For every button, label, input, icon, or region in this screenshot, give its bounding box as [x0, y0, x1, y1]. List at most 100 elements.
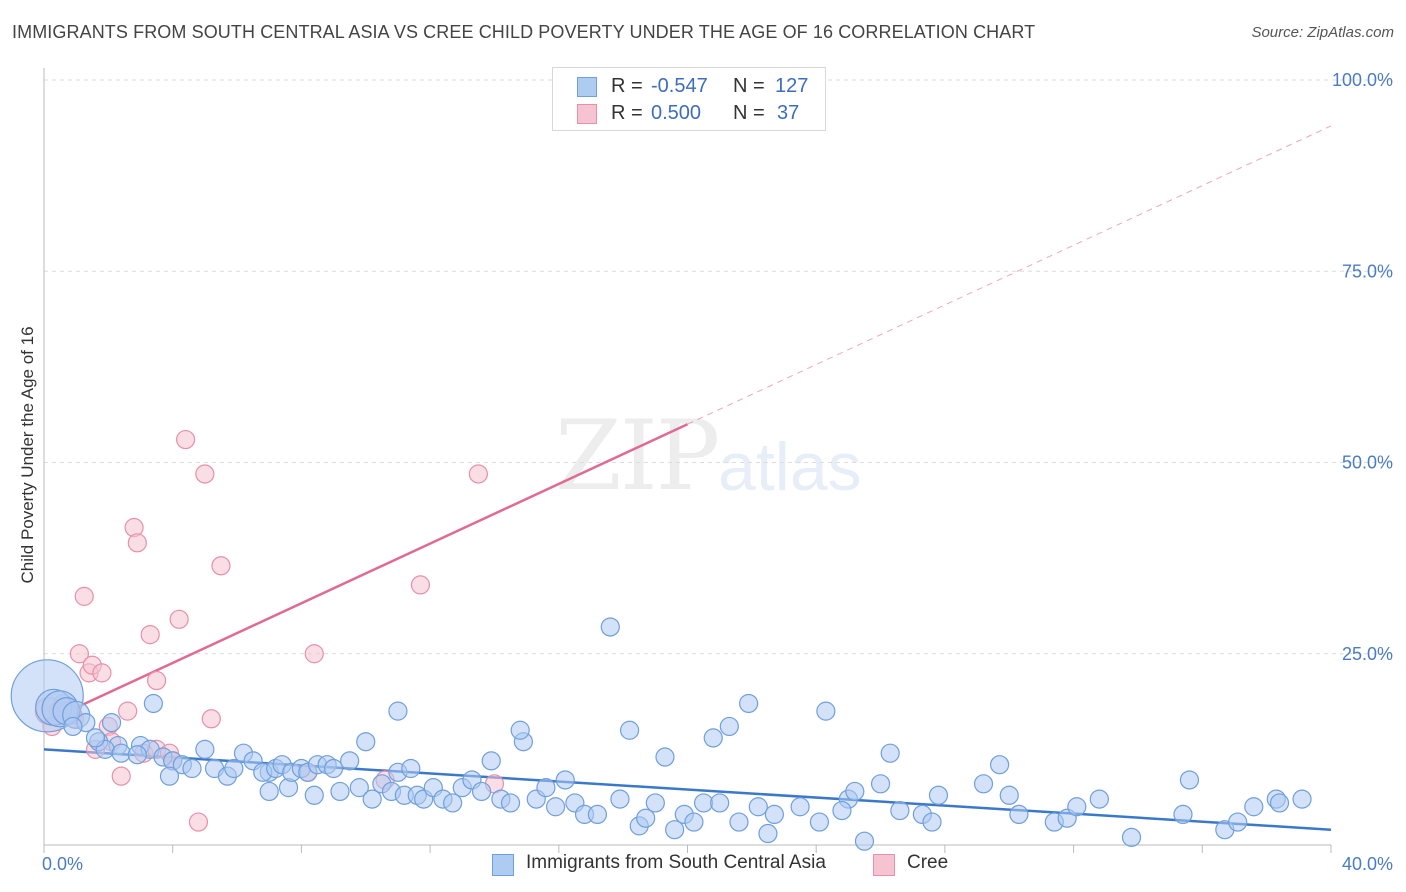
tick-labels: 25.0% 50.0% 75.0% 100.0% 0.0% 40.0%: [42, 70, 1393, 874]
data-point: [1009, 804, 1029, 825]
gridlines: [44, 79, 1394, 655]
data-point: [118, 701, 138, 721]
data-point: [764, 804, 784, 825]
data-point: [555, 770, 575, 790]
data-point: [201, 709, 221, 729]
data-point: [655, 747, 675, 767]
y-tick-label: 50.0%: [1342, 453, 1393, 473]
data-point: [999, 785, 1019, 805]
data-point: [600, 617, 620, 637]
stats-row-blue: R = -0.547 N = 127: [553, 73, 825, 101]
data-point: [719, 716, 739, 737]
data-point: [147, 670, 167, 691]
trend-line-cree: [43, 423, 689, 724]
data-point: [101, 712, 122, 733]
data-point: [729, 812, 749, 832]
data-point: [330, 781, 350, 802]
data-point: [739, 693, 759, 714]
data-point: [349, 778, 369, 798]
legend-swatch-blue: [492, 854, 514, 876]
data-point: [684, 812, 704, 832]
data-point: [401, 758, 421, 779]
data-point: [500, 793, 521, 813]
data-point: [1228, 812, 1248, 832]
data-point: [182, 758, 202, 779]
data-point: [195, 739, 215, 759]
data-point: [195, 464, 215, 484]
data-point: [159, 766, 180, 786]
data-point: [323, 758, 344, 779]
data-point: [1121, 827, 1142, 847]
data-point: [693, 793, 714, 813]
data-point: [854, 831, 875, 851]
data-point: [211, 556, 231, 576]
data-point: [224, 758, 244, 779]
blue-r-value: -0.547: [651, 75, 708, 97]
data-point: [748, 797, 768, 817]
data-point: [388, 701, 408, 721]
blue-r-label: R =: [611, 75, 643, 97]
data-point: [259, 781, 279, 802]
data-point: [481, 751, 501, 771]
legend-swatch-pink: [873, 854, 895, 876]
y-tick-label: 25.0%: [1342, 644, 1393, 664]
legend-item-cree[interactable]: Cree: [873, 851, 963, 877]
data-point: [1292, 789, 1312, 809]
trend-lines: [43, 125, 1332, 831]
stats-row-pink: R = 0.500 N = 37: [553, 100, 825, 128]
trend-line-cree: [687, 125, 1332, 425]
immigrants-points: [10, 617, 1312, 851]
data-point: [758, 823, 778, 844]
data-point: [111, 766, 131, 786]
y-tick-label: 100.0%: [1332, 70, 1393, 90]
legend-label-immigrants: Immigrants from South Central Asia: [526, 852, 826, 873]
legend-item-immigrants[interactable]: Immigrants from South Central Asia: [492, 851, 852, 877]
data-point: [140, 625, 160, 645]
data-point: [665, 820, 685, 840]
data-point: [471, 781, 492, 802]
data-point: [536, 778, 556, 798]
data-point: [63, 716, 83, 737]
data-point: [304, 644, 324, 664]
data-point: [111, 743, 131, 763]
data-point: [74, 586, 94, 606]
watermark-atlas: atlas: [718, 429, 862, 505]
pink-n-label: N =: [733, 102, 765, 124]
data-point: [188, 812, 209, 832]
data-point: [890, 800, 910, 821]
pink-n-value: 37: [777, 102, 800, 124]
x-tick-label: 40.0%: [1342, 854, 1393, 874]
source-label: Source: ZipAtlas.com: [1251, 24, 1394, 41]
data-point: [443, 793, 463, 813]
data-point: [362, 789, 382, 809]
data-point: [880, 743, 900, 763]
legend-label-cree: Cree: [907, 852, 949, 873]
data-point: [85, 728, 106, 748]
data-point: [636, 808, 656, 828]
data-point: [989, 755, 1010, 775]
data-point: [610, 789, 630, 809]
data-point: [619, 720, 640, 740]
data-point: [304, 785, 324, 805]
data-point: [410, 575, 431, 595]
pink-swatch: [577, 104, 597, 124]
axes: [43, 68, 1332, 853]
data-point: [832, 800, 852, 821]
blue-n-value: 127: [775, 75, 809, 97]
data-point: [340, 751, 360, 771]
data-point: [1179, 770, 1200, 790]
data-point: [845, 781, 865, 802]
y-tick-label: 75.0%: [1342, 261, 1393, 281]
data-point: [545, 797, 566, 817]
data-point: [468, 464, 488, 484]
data-point: [790, 797, 810, 817]
chart-title: IMMIGRANTS FROM SOUTH CENTRAL ASIA VS CR…: [12, 22, 1036, 42]
data-point: [870, 774, 891, 794]
data-point: [645, 793, 665, 813]
data-point: [703, 728, 723, 748]
data-point: [1244, 797, 1264, 817]
data-point: [587, 804, 608, 825]
data-point: [809, 812, 830, 832]
data-point: [928, 785, 949, 805]
